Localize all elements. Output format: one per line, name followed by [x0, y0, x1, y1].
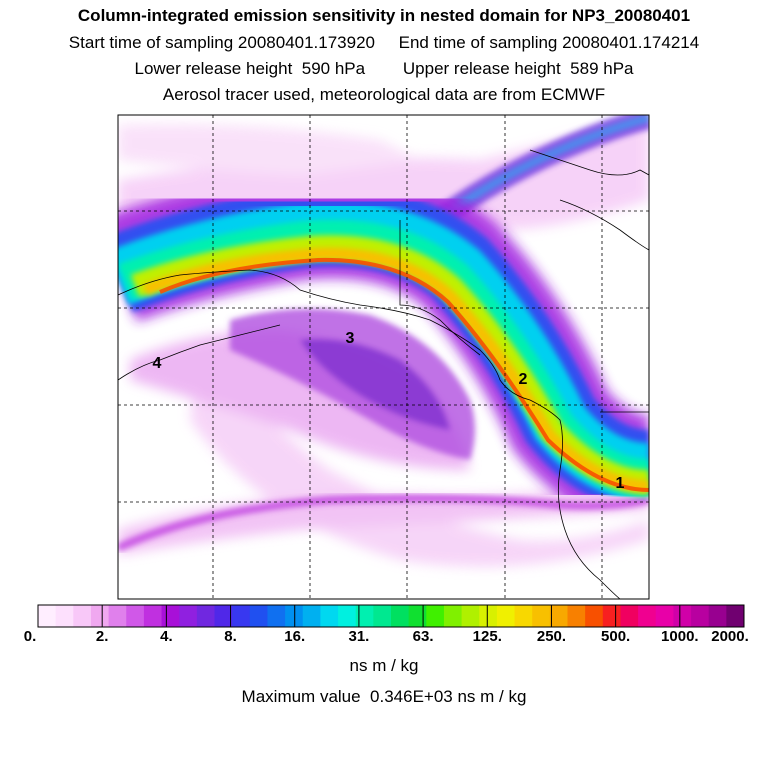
colorbar-swatch — [461, 605, 480, 627]
mid-sensitivity-region — [230, 308, 475, 460]
map-field — [118, 115, 649, 599]
colorbar-swatch — [391, 605, 410, 627]
colorbar-swatch — [302, 605, 321, 627]
colorbar-swatch — [267, 605, 286, 627]
colorbar-swatch — [161, 605, 180, 627]
colorbar-swatch — [408, 605, 427, 627]
colorbar — [37, 605, 745, 627]
label-4: 4 — [153, 355, 162, 372]
colorbar-swatch — [126, 605, 145, 627]
colorbar-swatch — [514, 605, 533, 627]
colorbar-swatch — [285, 605, 304, 627]
colorbar-swatch — [196, 605, 215, 627]
colorbar-swatch — [55, 605, 74, 627]
colorbar-swatch — [549, 605, 568, 627]
colorbar-swatch — [655, 605, 674, 627]
colorbar-tick-label: 500. — [601, 628, 631, 645]
map-frame — [117, 114, 650, 600]
colorbar-swatch — [443, 605, 463, 627]
colorbar-swatch — [602, 605, 621, 627]
colorbar-tick-label: 63. — [412, 628, 434, 645]
colorbar-units: ns m / kg — [349, 656, 419, 675]
lower-height-label: Lower release height 590 hPa — [134, 59, 366, 78]
lat-lon-grid — [118, 115, 649, 599]
start-time-label: Start time of sampling 20080401.173920 — [68, 33, 376, 52]
colorbar-swatch — [214, 605, 233, 627]
upper-height-label: Upper release height 589 hPa — [402, 59, 634, 78]
colorbar-swatch — [567, 605, 586, 627]
colorbar-swatch — [638, 605, 657, 627]
colorbar-tick-label: 16. — [284, 628, 306, 645]
colorbar-swatch — [532, 605, 551, 627]
colorbar-tick-label: 31. — [348, 628, 370, 645]
tracer-info: Aerosol tracer used, meteorological data… — [162, 85, 606, 104]
colorbar-tick-label: 2000. — [711, 628, 749, 645]
colorbar-swatch — [355, 605, 374, 627]
colorbar-swatch — [38, 605, 57, 627]
main-plume — [118, 168, 649, 525]
colorbar-swatch — [479, 605, 498, 627]
colorbar-tick-label: 125. — [472, 628, 502, 645]
label-3: 3 — [346, 330, 355, 347]
release-heights: Lower release height 590 hPa Upper relea… — [0, 59, 768, 79]
colorbar-tick-label: 0. — [23, 628, 37, 645]
colorbar-swatch — [90, 605, 110, 627]
colorbar-tick-label: 2. — [95, 628, 109, 645]
colorbar-swatch — [249, 605, 268, 627]
colorbar-swatch — [726, 605, 745, 627]
colorbar-tick-label: 250. — [536, 628, 567, 645]
colorbar-swatch — [620, 605, 639, 627]
colorbar-swatch — [73, 605, 92, 627]
colorbar-tick-label: 1000. — [661, 628, 699, 645]
colorbar-swatch — [585, 605, 604, 627]
label-1: 1 — [616, 475, 625, 492]
colorbar-swatch — [232, 605, 251, 627]
colorbar-swatch — [338, 605, 357, 627]
label-2: 2 — [519, 371, 528, 388]
coastlines — [118, 149, 649, 599]
colorbar-swatch — [320, 605, 339, 627]
colorbar-swatch — [143, 605, 163, 627]
maximum-value-line: Maximum value 0.346E+03 ns m / kg — [241, 687, 527, 706]
colorbar-frame — [37, 604, 745, 628]
colorbar-tick-label: 4. — [160, 628, 173, 645]
end-time-label: End time of sampling 20080401.174214 — [398, 33, 700, 52]
sampling-times: Start time of sampling 20080401.173920 E… — [0, 33, 768, 53]
colorbar-tick-label: 8. — [224, 628, 237, 645]
colorbar-swatch — [426, 605, 445, 627]
plot-title: Column-integrated emission sensitivity i… — [77, 6, 691, 25]
colorbar-swatch — [673, 605, 692, 627]
colorbar-swatch — [108, 605, 127, 627]
colorbar-swatch — [496, 605, 516, 627]
colorbar-swatch — [691, 605, 710, 627]
colorbar-swatch — [373, 605, 392, 627]
colorbar-swatch — [179, 605, 198, 627]
colorbar-swatch — [708, 605, 727, 627]
